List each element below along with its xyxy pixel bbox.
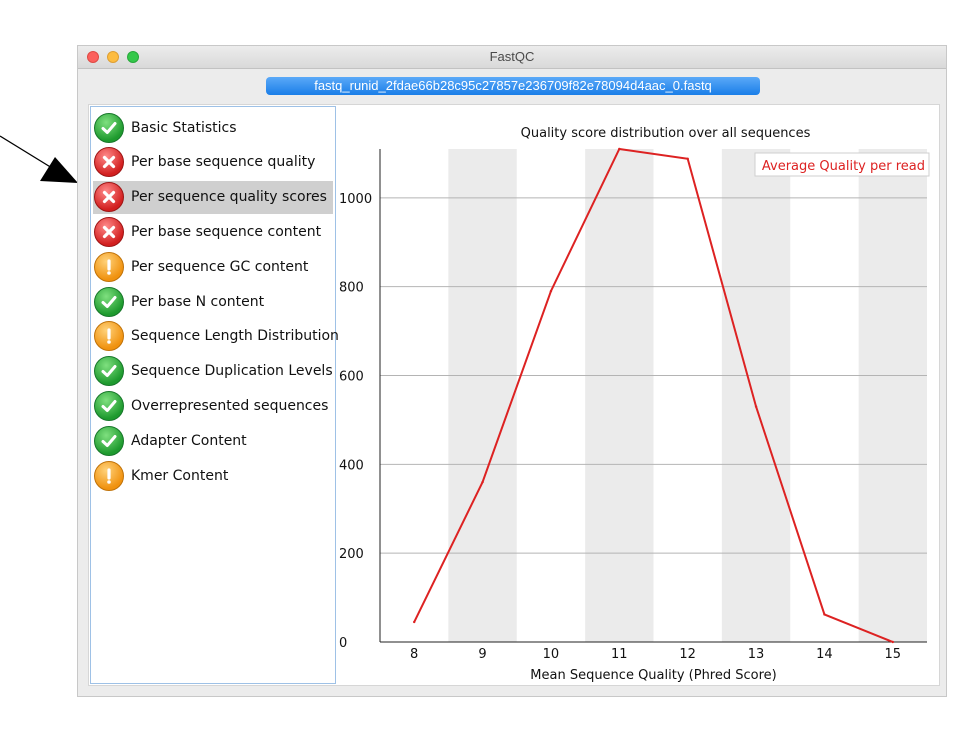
data-point bbox=[481, 480, 484, 484]
x-tick-label: 15 bbox=[885, 647, 902, 662]
category-band bbox=[585, 149, 654, 642]
minimize-window-button[interactable] bbox=[107, 51, 119, 63]
sidebar-item[interactable]: Per base sequence quality bbox=[93, 146, 333, 179]
sidebar-item-label: Adapter Content bbox=[131, 432, 247, 449]
y-tick-label: 200 bbox=[339, 547, 364, 562]
category-band bbox=[858, 149, 927, 642]
sidebar-item-label: Kmer Content bbox=[131, 467, 229, 484]
x-tick-label: 8 bbox=[410, 647, 418, 662]
data-point bbox=[891, 640, 895, 644]
sidebar-item[interactable]: Sequence Length Distribution bbox=[93, 320, 339, 353]
cross-icon bbox=[94, 216, 124, 247]
category-band bbox=[721, 149, 791, 642]
category-band bbox=[448, 149, 517, 642]
sidebar-item[interactable]: Adapter Content bbox=[93, 424, 333, 457]
data-point bbox=[686, 157, 689, 160]
x-tick-label: 12 bbox=[679, 647, 696, 662]
sidebar-item[interactable]: Per base N content bbox=[93, 285, 333, 318]
sidebar-item[interactable]: Per sequence GC content bbox=[93, 250, 333, 283]
sidebar-item-label: Per sequence GC content bbox=[131, 258, 309, 275]
sidebar-item-label: Sequence Duplication Levels bbox=[131, 363, 333, 380]
zoom-window-button[interactable] bbox=[127, 51, 139, 63]
y-tick-label: 400 bbox=[339, 458, 364, 473]
cross-icon bbox=[94, 147, 124, 178]
sidebar-item[interactable]: Kmer Content bbox=[93, 459, 333, 492]
check-icon bbox=[94, 112, 124, 143]
data-point bbox=[618, 147, 621, 151]
x-tick-label: 13 bbox=[748, 647, 765, 662]
y-tick-label: 800 bbox=[339, 281, 364, 296]
check-icon bbox=[94, 286, 124, 317]
sidebar-item[interactable]: Basic Statistics bbox=[93, 111, 333, 144]
chart-title: Quality score distribution over all sequ… bbox=[521, 126, 811, 141]
sidebar-item-label: Per sequence quality scores bbox=[131, 189, 327, 206]
file-tab[interactable]: fastq_runid_2fdae66b28c95c27857e236709f8… bbox=[266, 77, 760, 95]
sidebar-item-label: Overrepresented sequences bbox=[131, 397, 329, 414]
sidebar-item-label: Basic Statistics bbox=[131, 119, 237, 136]
data-point bbox=[549, 289, 553, 293]
sidebar-item-label: Sequence Length Distribution bbox=[131, 328, 339, 345]
legend-label: Average Quality per read bbox=[762, 159, 925, 174]
data-point bbox=[823, 613, 826, 616]
legend-box bbox=[754, 152, 930, 177]
sidebar-item[interactable]: Per base sequence content bbox=[93, 215, 333, 248]
window-title: FastQC bbox=[489, 49, 535, 64]
exclamation-icon bbox=[94, 460, 124, 491]
sidebar-item[interactable]: Sequence Duplication Levels bbox=[93, 355, 333, 388]
sidebar-item-label: Per base sequence quality bbox=[131, 154, 316, 171]
check-icon bbox=[94, 425, 124, 456]
title-bar[interactable]: FastQC bbox=[78, 46, 946, 69]
cross-icon bbox=[94, 182, 124, 213]
data-point bbox=[412, 620, 416, 624]
y-tick-label: 0 bbox=[339, 636, 347, 651]
close-window-button[interactable] bbox=[87, 51, 99, 63]
y-tick-label: 600 bbox=[339, 370, 364, 385]
x-axis-label: Mean Sequence Quality (Phred Score) bbox=[530, 668, 776, 683]
fastqc-window: FastQC fastq_runid_2fdae66b28c95c27857e2… bbox=[77, 45, 947, 697]
sidebar-item-label: Per base sequence content bbox=[131, 223, 322, 240]
check-icon bbox=[94, 356, 124, 387]
check-icon bbox=[94, 390, 124, 421]
x-tick-label: 11 bbox=[611, 647, 628, 662]
x-tick-label: 10 bbox=[543, 647, 560, 662]
report-content: Basic Statistics Per base sequence qualit… bbox=[88, 104, 940, 686]
x-tick-label: 14 bbox=[816, 647, 833, 662]
exclamation-icon bbox=[94, 321, 124, 352]
data-point bbox=[754, 405, 758, 408]
series-line bbox=[413, 147, 894, 643]
sidebar-item[interactable]: Overrepresented sequences bbox=[93, 389, 333, 422]
sidebar-item-label: Per base N content bbox=[131, 293, 265, 310]
x-tick-label: 9 bbox=[478, 647, 486, 662]
y-tick-label: 1000 bbox=[339, 192, 372, 207]
exclamation-icon bbox=[94, 251, 124, 282]
sidebar-item[interactable]: Per sequence quality scores bbox=[93, 180, 333, 214]
module-sidebar: Basic Statistics Per base sequence qualit… bbox=[90, 106, 339, 684]
quality-chart: 0 200 400 600 800 1000 8 9 10 11 12 13 14 15 Quality s… bbox=[339, 126, 930, 683]
